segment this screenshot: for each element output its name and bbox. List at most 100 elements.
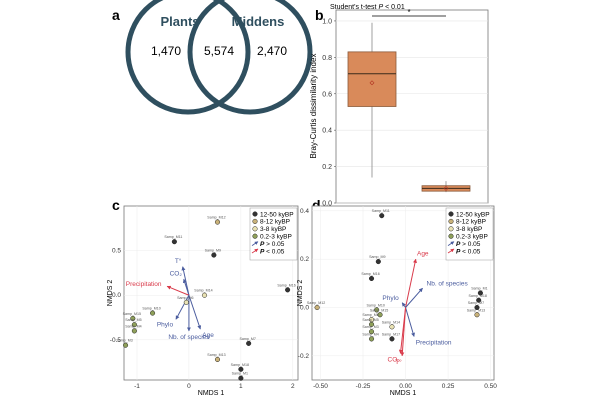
nmds_c-sample-label: Samp_M14 [194,289,212,293]
nmds_d-vector-arrow [405,307,415,337]
nmds_c-sample-label: Samp_M10 [142,307,160,311]
nmds_c-xtick-label: -1 [134,383,140,390]
nmds_d-sample-point [374,307,380,313]
nmds_c-vector-arrow [188,295,202,330]
nmds_c-xtick-label: 2 [291,383,295,390]
nmds_c-sample-point [123,342,129,348]
nmds_d-sample-label: Samp_M5 [362,318,378,322]
legend-age-label: 8-12 kyBP [260,219,290,226]
boxplot-ytick-label: 0.2 [322,164,332,171]
nmds_d-ytick-label: 0.4 [300,208,309,215]
legend-arrow-swatch [251,248,259,254]
nmds_c-sample-point [130,315,136,321]
legend-arrow-label: P > 0.05 [260,241,285,248]
nmds_d-sample-label: Samp_M10 [366,303,384,307]
legend-age-label: 12-50 kyBP [260,211,294,218]
nmds_d-sample-point [389,336,395,342]
nmds_d-sample-point [476,297,482,303]
nmds_d-sample-point [474,312,480,318]
nmds_c-sample-label: Samp_M4 [125,324,141,328]
nmds_c-sample-label: Samp_M18 [231,363,249,367]
legend-arrow-threshold: < 0.05 [264,248,284,255]
legend-age-label: 0.2-3 kyBP [260,234,292,241]
legend-age-label: 3-8 kyBP [456,226,482,233]
nmds_d-sample-label: Samp_M11 [372,209,390,213]
boxplot-mean-marker [369,80,375,86]
nmds_d-xtick-label: 0.25 [442,383,455,390]
nmds_c-ytick-label: 0.0 [112,292,121,299]
legend-arrow-label: P < 0.05 [260,248,285,255]
nmds-d-xlabel: NMDS 1 [390,390,417,397]
legend-age-swatch [448,218,454,224]
nmds_d-vector-label: Age [417,250,429,257]
nmds_d-sample-point [477,290,483,296]
legend-arrow-label: P > 0.05 [456,241,481,248]
legend-arrow-p: P [456,241,461,248]
legend-arrow-swatch [251,241,259,246]
nmds_c-sample-label: Samp_M11 [164,235,182,239]
significance-star: * [407,8,410,17]
legend-age-swatch [448,211,454,217]
nmds_c-sample-point [238,375,244,381]
legend-age-swatch [252,226,258,232]
nmds_d-sample-label: Samp_M9 [369,255,385,259]
nmds_d-sample-point [375,259,381,265]
legend-age-label: 8-12 kyBP [456,219,486,226]
nmds_d-sample-point [474,304,480,311]
nmds_c-xtick-label: 1 [239,383,243,390]
nmds_c-xtick-label: 0 [187,383,191,390]
panel-label-c: c [112,197,120,213]
nmds_d-sample-label: Samp_M13 [467,308,485,312]
nmds_d-sample-label: Samp_M15 [370,308,388,312]
nmds_d-xtick-label: 0.00 [399,383,412,390]
panel-label-a: a [112,7,120,23]
boxplot-ylabel: Bray-Curtis dissimilarity index [309,54,318,159]
nmds_c-sample-point [238,366,244,372]
legend-age-label: 3-8 kyBP [260,226,286,233]
boxplot-ytick-label: 1.0 [322,18,332,25]
nmds_d-vector-arrow [405,258,417,308]
nmds_c-ytick-label: -0.5 [110,337,122,344]
nmds_c-sample-point [214,219,221,225]
nmds_d-ytick-label: 0.0 [300,305,309,312]
nmds_d-vector-label: Nb. of species [427,281,469,288]
boxplot-ytick-label: 0.8 [322,55,332,62]
nmds_d-sample-point [368,329,375,335]
nmds_d-sample-label: Samp_M1 [471,287,487,291]
nmds_c-vector-arrow [175,294,190,320]
nmds-c-ylabel: NMDS 2 [107,280,114,307]
nmds_d-sample-label: Samp_M17 [382,332,400,336]
nmds_d-ytick-label: 0.2 [300,256,309,263]
venn-count-shared: 5,574 [204,44,234,58]
nmds_d-xtick-label: -0.50 [313,383,328,390]
boxplot-chart: * Bray-Curtis dissimilarity index 0.0 0.2… [309,8,489,214]
nmds_c-sample-point [131,328,137,334]
boxplot-box [347,51,397,107]
nmds_c-sample-point [246,340,252,346]
boxplot-mean-marker [443,186,449,191]
venn-count-middens-only: 2,470 [257,44,287,58]
legend-age-swatch [448,226,454,232]
nmds_d-sample-label: Samp_M18 [468,294,486,298]
legend-age-label: 0.2-3 kyBP [456,234,488,241]
legend-arrow-swatch [447,241,455,246]
nmds_c-sample-point [201,292,208,298]
nmds_c-sample-point [214,356,221,363]
nmds-d-ylabel: NMDS 2 [297,280,304,307]
nmds_c-sample-label: Samp_M7 [239,337,255,341]
nmds_c-sample-label: Samp_M16 [277,283,295,287]
nmds_c-sample-label: Samp_M9 [205,249,221,253]
nmds_c-vector-label: T° [175,257,182,265]
ttest-annotation: Student's t-test P < 0.01 [330,4,405,11]
nmds_d-vector-label: T° [395,358,402,366]
nmds_d-xtick-label: 0.50 [484,383,497,390]
legend-arrow-swatch [447,248,455,254]
nmds_c-sample-point [285,287,291,293]
nmds_d-sample-point [368,336,375,342]
legend-arrow-label: P < 0.05 [456,248,481,255]
legend-age-swatch [448,233,454,239]
venn-diagram: Plants Middens 1,470 5,574 2,470 [125,0,313,115]
nmds_c-vector-label: Age [202,332,214,339]
